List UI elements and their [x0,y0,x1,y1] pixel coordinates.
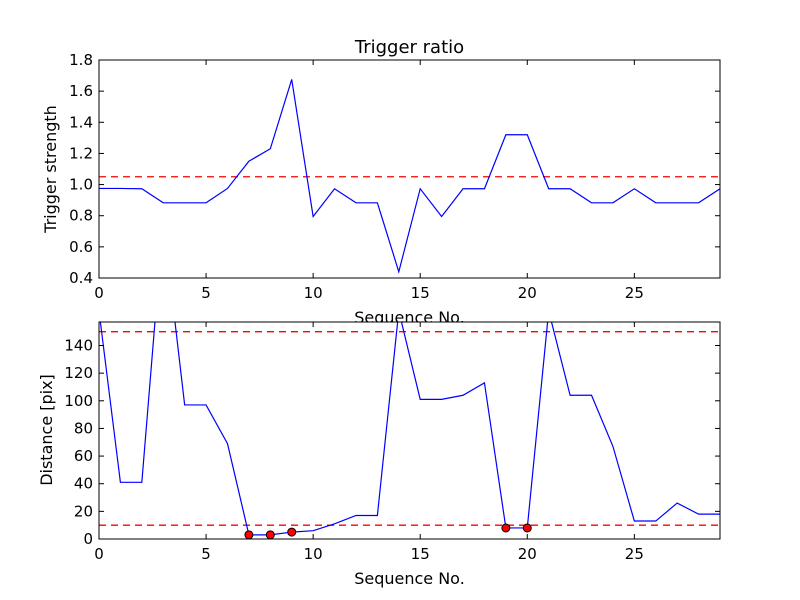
x-tick-label: 25 [625,545,644,563]
y-axis-label: Trigger strength [41,105,60,234]
y-tick-label: 1.4 [69,113,93,131]
x-tick-label: 5 [201,284,211,302]
x-axis-ticks: 0 5 10 15 20 25 [94,60,644,302]
y-tick-label: 0.4 [69,269,93,287]
y-tick-label: 20 [74,502,93,520]
x-tick-label: 10 [304,284,323,302]
x-tick-label: 10 [304,545,323,563]
x-tick-label: 15 [411,545,430,563]
trigger-marker [501,523,511,533]
chart-distance: 0 5 10 15 20 25 0 20 40 60 80 100 120 140 Sequence N… [37,321,721,588]
axes-background [99,322,720,539]
y-tick-label: 140 [64,336,93,354]
y-tick-label: 1.2 [69,144,93,162]
y-axis-ticks: 0 20 40 60 80 100 120 140 [64,336,720,548]
y-tick-label: 0 [83,530,93,548]
y-tick-label: 1.8 [69,51,93,69]
chart-title: Trigger ratio [354,37,464,58]
axes-frame [98,59,721,279]
y-tick-label: 80 [74,419,93,437]
x-tick-label: 20 [518,545,537,563]
y-tick-label: 1.0 [69,176,93,194]
x-tick-label: 5 [201,545,211,563]
y-tick-label: 100 [64,392,93,410]
threshold-lines [99,331,720,526]
axes-frame [98,321,721,540]
series-line-trigger-strength [99,79,720,274]
y-tick-label: 60 [74,447,93,465]
trigger-marker [265,530,275,539]
x-tick-label: 0 [94,284,104,302]
y-axis-ticks: 0.4 0.6 0.8 1.0 1.2 1.4 1.6 1.8 [69,51,720,287]
x-tick-label: 20 [518,284,537,302]
series-line-distance [99,322,720,536]
trigger-marker [522,523,532,533]
x-tick-label: 0 [94,545,104,563]
chart-trigger-ratio: Trigger ratio 0 5 10 15 20 25 0.4 0.6 0.8 1.0 1.2… [41,37,721,327]
x-tick-label: 15 [411,284,430,302]
x-axis-label: Sequence No. [354,569,465,588]
x-tick-label: 25 [625,284,644,302]
x-axis-ticks: 0 5 10 15 20 25 [94,322,644,563]
trigger-markers [244,523,532,539]
y-tick-label: 120 [64,364,93,382]
y-tick-label: 0.8 [69,207,93,225]
y-tick-label: 1.6 [69,82,93,100]
y-tick-label: 40 [74,475,93,493]
trigger-marker [244,530,254,539]
trigger-marker [287,527,297,537]
y-axis-label: Distance [pix] [37,374,56,486]
y-tick-label: 0.6 [69,238,93,256]
